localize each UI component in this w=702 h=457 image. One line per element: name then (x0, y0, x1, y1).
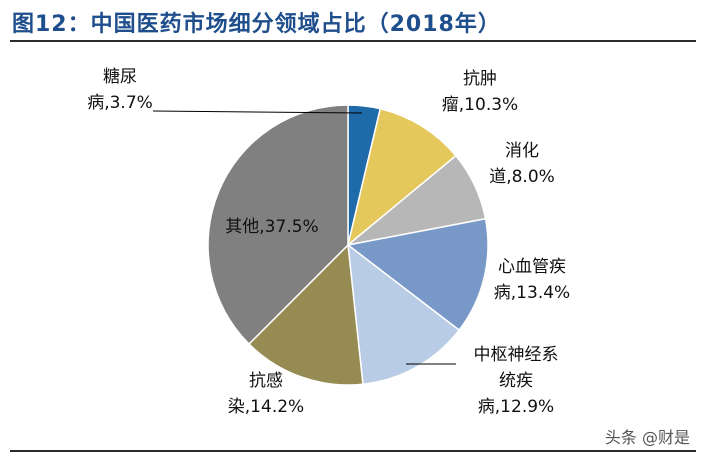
slice-label-3: 道,8.0% (489, 167, 555, 187)
slice-label-6: 抗感 (249, 371, 283, 391)
pie-slice-4 (346, 217, 489, 332)
pie-slice-2 (346, 107, 457, 248)
slice-label-2: 瘤,10.3% (442, 95, 518, 115)
slice-label-2: 抗肿 (463, 69, 497, 89)
slice-label-5: 中枢神经系 (474, 345, 559, 365)
chart-title: 图12：中国医药市场细分领域占比（2018年） (12, 12, 501, 37)
bottom-divider (10, 450, 696, 452)
pie-slice-6 (247, 243, 364, 386)
pie-slice-5 (347, 243, 461, 386)
slice-label-4: 病,13.4% (494, 283, 570, 303)
slice-label-6: 染,14.2% (228, 397, 304, 417)
watermark: 头条 @财是 (604, 428, 690, 447)
slice-label-1: 糖尿 (103, 67, 137, 87)
slice-label-5: 统疾 (499, 371, 533, 391)
slice-label-5: 病,12.9% (478, 397, 554, 417)
title-divider (10, 40, 696, 42)
slice-label-1: 病,3.7% (87, 93, 153, 113)
slice-label-7: 其他,37.5% (225, 217, 318, 237)
slice-label-4: 心血管疾 (498, 257, 566, 277)
leader-line-1 (152, 110, 363, 114)
pie-slice-7 (207, 104, 349, 346)
slice-label-3: 消化 (505, 141, 539, 161)
